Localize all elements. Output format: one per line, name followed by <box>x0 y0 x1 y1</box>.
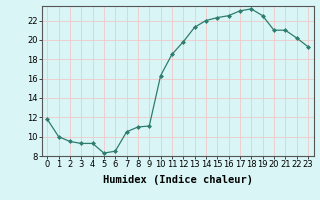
X-axis label: Humidex (Indice chaleur): Humidex (Indice chaleur) <box>103 175 252 185</box>
